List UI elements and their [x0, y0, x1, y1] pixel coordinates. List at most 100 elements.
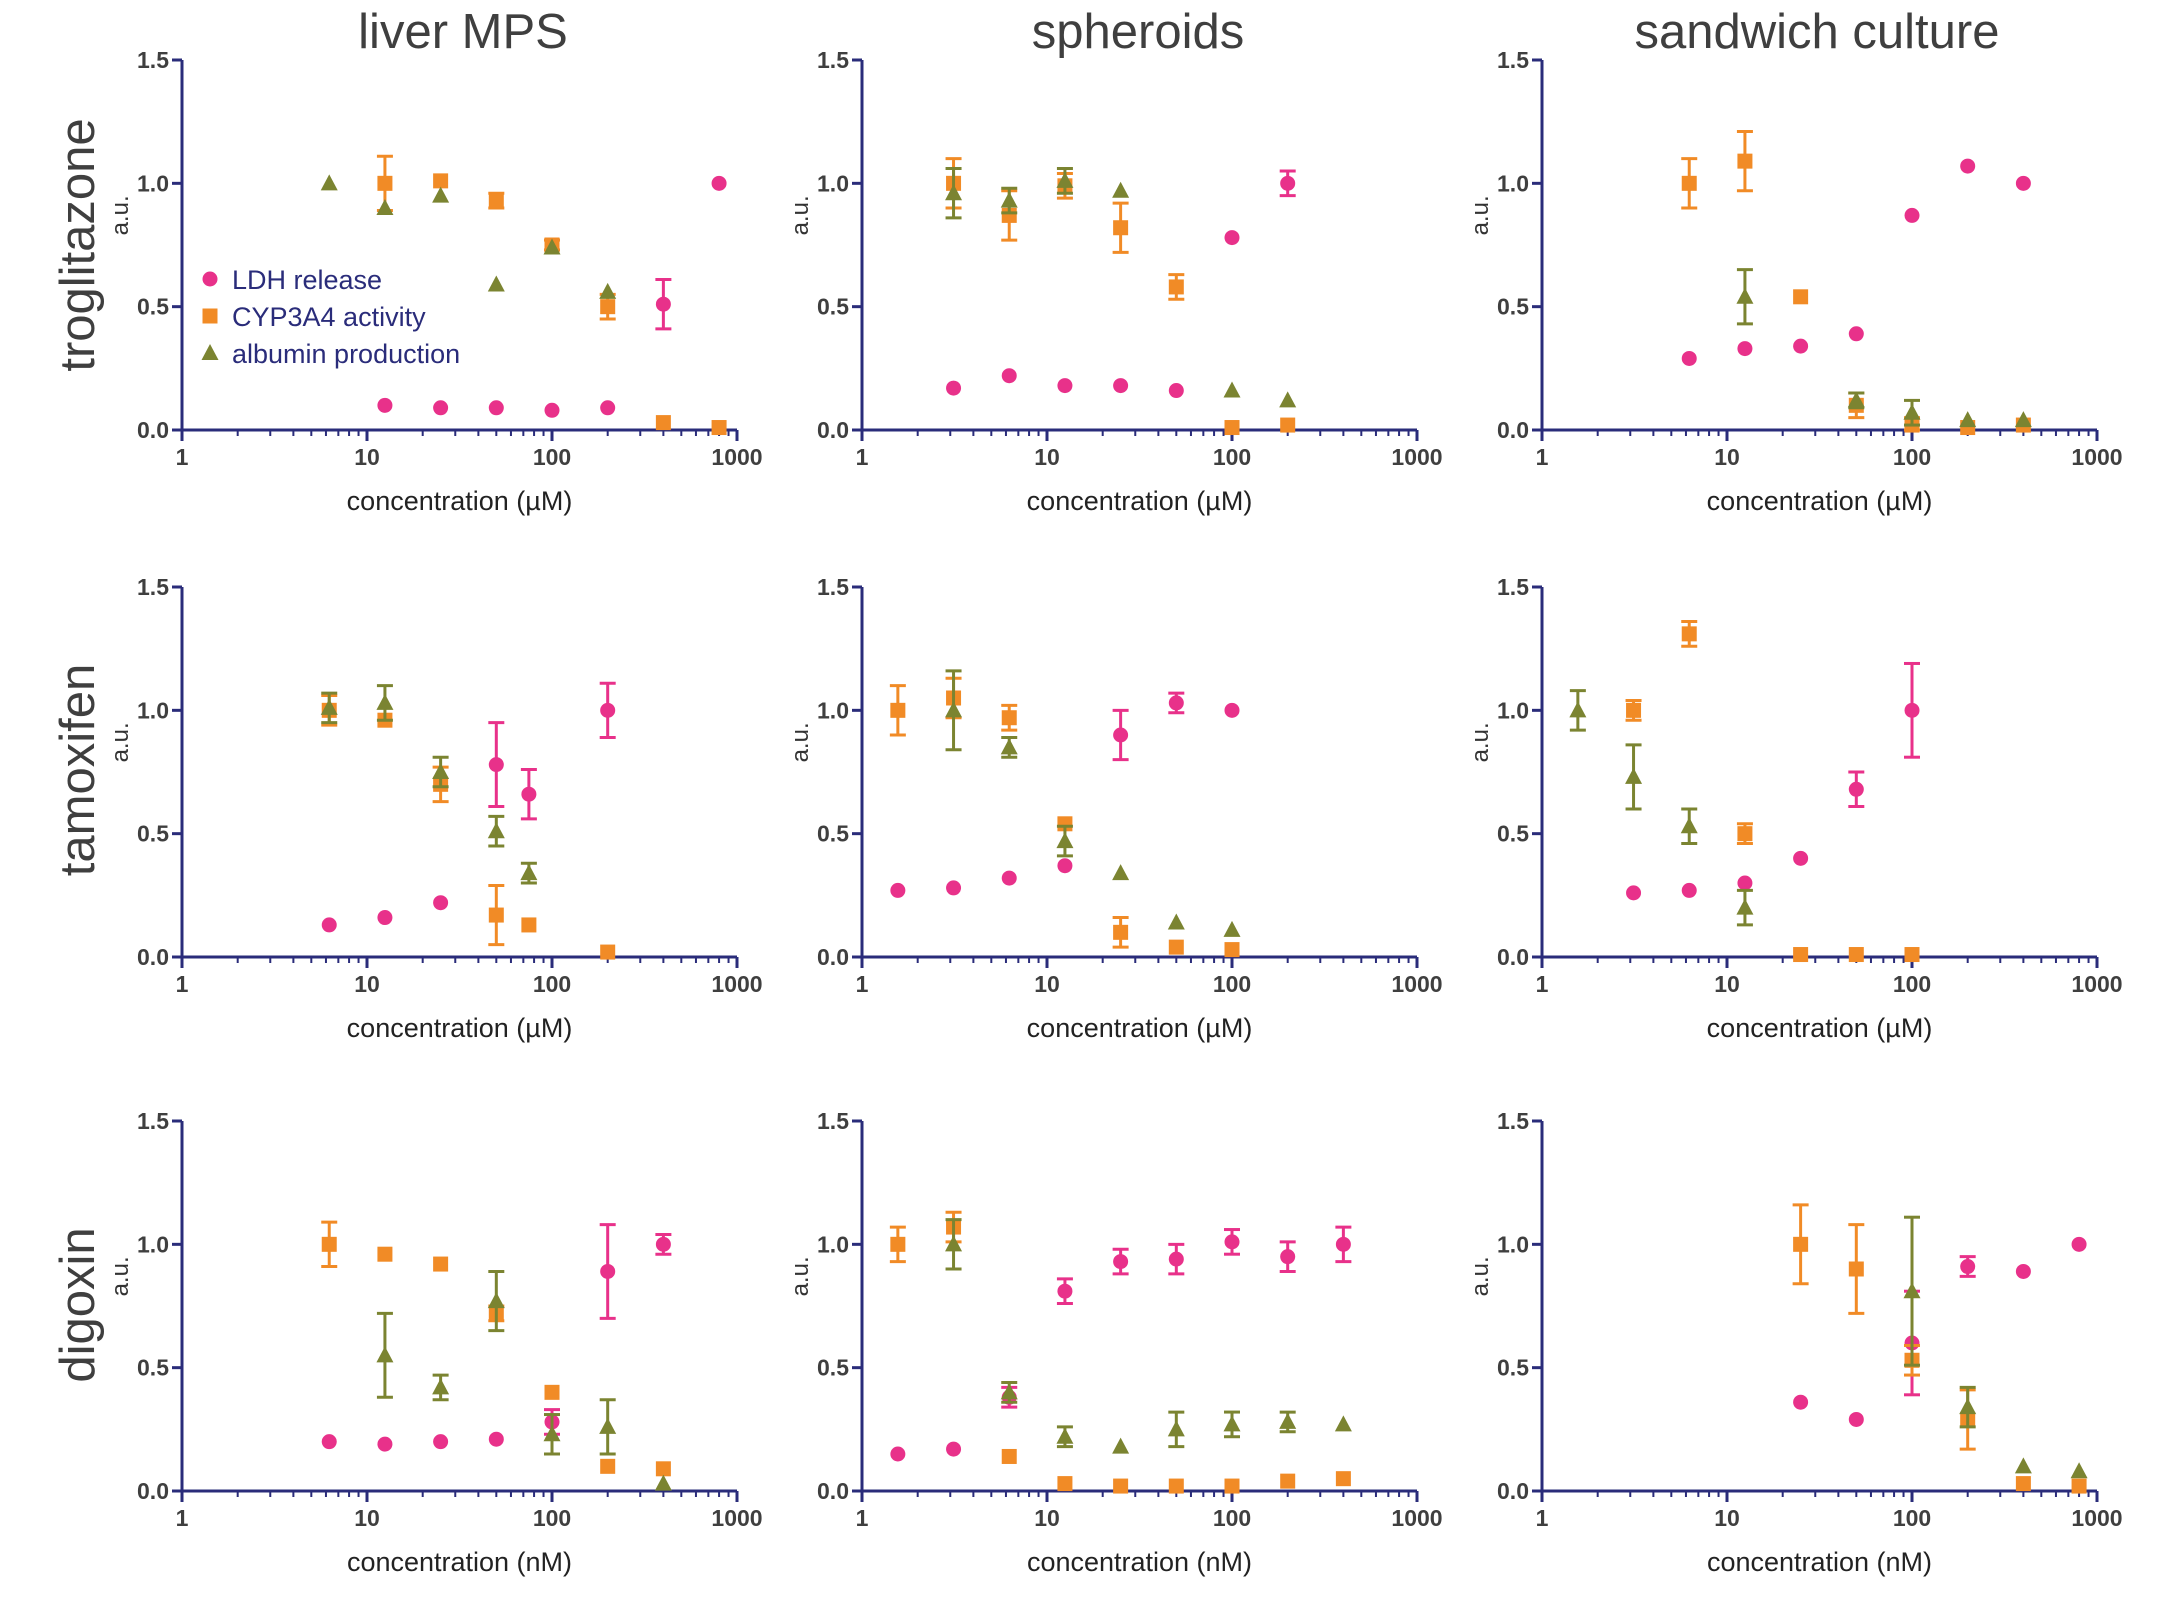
- data-point-ldh-release: [321, 917, 337, 933]
- data-point-ldh-release: [488, 1431, 504, 1447]
- data-point-ldh-release: [433, 400, 449, 416]
- series-ldh-release: [377, 175, 727, 418]
- y-axis-title: a.u.: [1467, 722, 1494, 762]
- series-ldh-release: [1793, 1236, 2087, 1427]
- data-point-ldh-release: [1280, 1249, 1296, 1265]
- data-point-albumin-production: [599, 1417, 617, 1434]
- data-point-albumin-production: [1223, 1415, 1241, 1432]
- y-tick-label: 1.0: [1497, 1231, 1529, 1257]
- data-point-albumin-production: [2014, 411, 2032, 428]
- series-cyp3a4-activity: [376, 154, 727, 436]
- y-tick-label: 0.0: [137, 417, 169, 443]
- data-point-albumin-production: [487, 1292, 505, 1309]
- x-axis-title: concentration (nM): [1027, 1547, 1252, 1577]
- series-albumin-production: [945, 1218, 1352, 1454]
- y-tick-label: 0.5: [137, 1355, 169, 1381]
- data-point-ldh-release: [1335, 1236, 1351, 1252]
- series-cyp3a4-activity: [945, 157, 1296, 436]
- data-point-cyp3a4-activity: [1057, 1476, 1073, 1492]
- panel-1-1: 0.0 0.5 1.0 1.5 1 10 100 1000 concentration (µM)…: [787, 574, 1443, 1043]
- x-tick-label: 1: [1536, 971, 1549, 997]
- data-point-cyp3a4-activity: [1280, 417, 1296, 433]
- data-point-albumin-production: [945, 184, 963, 201]
- data-point-ldh-release: [1848, 781, 1864, 797]
- column-title-sandwich-culture: sandwich culture: [1635, 5, 2000, 59]
- y-tick-label: 0.5: [817, 821, 849, 847]
- data-point-cyp3a4-activity: [1280, 1473, 1296, 1489]
- x-tick-label: 1000: [711, 444, 762, 470]
- x-tick-label: 1: [856, 444, 869, 470]
- data-point-cyp3a4-activity: [1224, 942, 1240, 958]
- x-tick-label: 1000: [711, 1505, 762, 1531]
- column-title-liver-mps: liver MPS: [358, 5, 568, 59]
- data-point-ldh-release: [1224, 1234, 1240, 1250]
- data-point-cyp3a4-activity: [1793, 289, 1809, 305]
- x-tick-label: 10: [1034, 1505, 1060, 1531]
- data-point-ldh-release: [1904, 702, 1920, 718]
- x-tick-label: 1: [856, 1505, 869, 1531]
- x-tick-label: 1000: [1391, 444, 1442, 470]
- data-point-ldh-release: [600, 400, 616, 416]
- x-tick-label: 100: [1893, 1505, 1931, 1531]
- data-point-albumin-production: [1625, 767, 1643, 784]
- data-point-ldh-release: [521, 786, 537, 802]
- data-point-albumin-production: [599, 282, 617, 299]
- row-title-tamoxifen: tamoxifen: [51, 664, 105, 876]
- x-tick-label: 1: [176, 444, 189, 470]
- data-point-albumin-production: [1903, 1282, 1921, 1299]
- series-cyp3a4-activity: [1681, 130, 2031, 436]
- y-tick-label: 0.0: [817, 1478, 849, 1504]
- y-tick-label: 1.5: [817, 574, 849, 600]
- data-point-albumin-production: [1056, 171, 1074, 188]
- data-point-ldh-release: [1224, 702, 1240, 718]
- data-point-albumin-production: [1112, 864, 1130, 881]
- data-point-albumin-production: [487, 822, 505, 839]
- y-tick-label: 0.0: [137, 1478, 169, 1504]
- data-point-cyp3a4-activity: [1113, 220, 1129, 236]
- series-albumin-production: [1736, 268, 2032, 428]
- series-ldh-release: [946, 169, 1296, 399]
- x-tick-label: 10: [1034, 971, 1060, 997]
- data-point-albumin-production: [1000, 191, 1018, 208]
- y-tick-label: 0.5: [817, 294, 849, 320]
- data-point-ldh-release: [1793, 338, 1809, 354]
- data-point-cyp3a4-activity: [544, 1384, 560, 1400]
- y-axis-title: a.u.: [787, 195, 814, 235]
- series-albumin-production: [945, 167, 1297, 408]
- data-point-albumin-production: [1056, 1427, 1074, 1444]
- panel-1-2: 0.0 0.5 1.0 1.5 1 10 100 1000 concentration (µM)…: [1467, 574, 2123, 1043]
- data-point-ldh-release: [1793, 1394, 1809, 1410]
- y-tick-label: 0.0: [1497, 1478, 1529, 1504]
- data-point-cyp3a4-activity: [1335, 1471, 1351, 1487]
- y-tick-label: 0.5: [1497, 821, 1529, 847]
- data-point-ldh-release: [2015, 1263, 2031, 1279]
- data-point-albumin-production: [376, 693, 394, 710]
- data-point-albumin-production: [520, 864, 538, 881]
- y-tick-label: 1.5: [137, 574, 169, 600]
- panel-1-0: 0.0 0.5 1.0 1.5 1 10 100 1000 concentration (µM)…: [107, 574, 763, 1043]
- data-point-ldh-release: [946, 880, 962, 896]
- data-point-albumin-production: [1223, 381, 1241, 398]
- panel-0-0: 0.0 0.5 1.0 1.5 1 10 100 1000 concentration (µM)…: [107, 47, 763, 516]
- x-tick-label: 1: [1536, 444, 1549, 470]
- data-point-ldh-release: [946, 1441, 962, 1457]
- data-point-ldh-release: [1681, 350, 1697, 366]
- data-point-ldh-release: [1793, 850, 1809, 866]
- y-tick-label: 1.5: [1497, 1108, 1529, 1134]
- data-point-cyp3a4-activity: [2071, 1478, 2087, 1494]
- y-tick-label: 1.0: [137, 1231, 169, 1257]
- legend: LDH release CYP3A4 activity albumin produc…: [201, 265, 460, 369]
- x-tick-label: 10: [1714, 971, 1740, 997]
- x-tick-label: 1: [176, 971, 189, 997]
- x-axis-title: concentration (µM): [1027, 1013, 1253, 1043]
- y-axis-title: a.u.: [1467, 1256, 1494, 1296]
- data-point-cyp3a4-activity: [655, 1461, 671, 1477]
- data-point-albumin-production: [1334, 1415, 1352, 1432]
- row-title-troglitazone: troglitazone: [51, 118, 105, 371]
- data-point-cyp3a4-activity: [600, 944, 616, 960]
- data-point-ldh-release: [711, 175, 727, 191]
- series-albumin-production: [376, 1269, 672, 1491]
- data-point-ldh-release: [488, 757, 504, 773]
- y-tick-label: 1.5: [137, 47, 169, 73]
- data-point-albumin-production: [432, 763, 450, 779]
